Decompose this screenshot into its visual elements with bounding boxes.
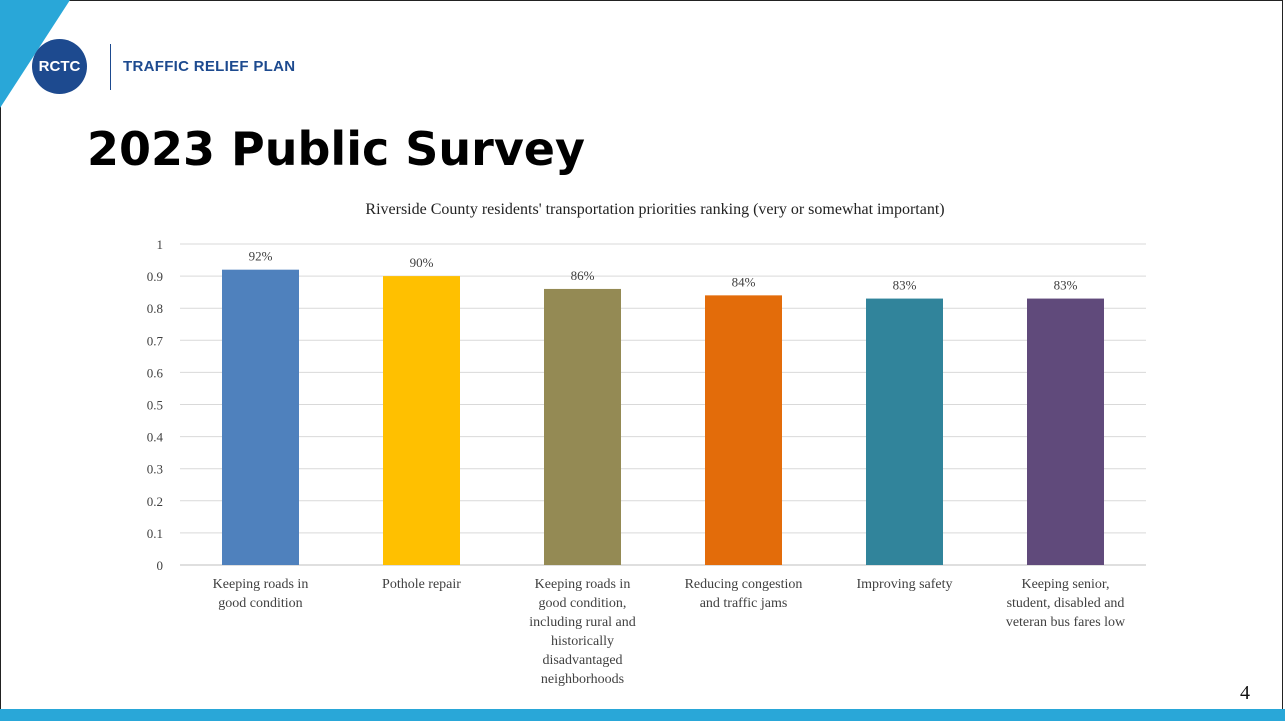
x-tick-label: disadvantaged <box>542 653 622 668</box>
page-number: 4 <box>1240 682 1250 704</box>
data-label: 86% <box>571 268 595 283</box>
x-tick-label: student, disabled and <box>1007 596 1125 611</box>
x-tick-label: Improving safety <box>856 577 952 592</box>
y-tick-label: 0 <box>157 558 164 573</box>
y-tick-label: 0.7 <box>147 333 164 348</box>
bar <box>544 288 621 565</box>
y-tick-label: 0.5 <box>147 398 163 413</box>
y-tick-label: 1 <box>157 237 164 252</box>
data-label: 92% <box>249 249 273 264</box>
y-tick-label: 0.6 <box>147 365 164 380</box>
x-tick-label: historically <box>551 634 614 649</box>
y-tick-label: 0.9 <box>147 269 163 284</box>
data-label: 83% <box>893 278 917 293</box>
bar <box>383 276 460 565</box>
bottom-accent-bar <box>0 709 1285 721</box>
x-tick-label: Keeping roads in <box>535 577 631 592</box>
x-tick-label: veteran bus fares low <box>1006 615 1126 630</box>
data-label: 90% <box>410 255 434 270</box>
y-tick-label: 0.1 <box>147 526 163 541</box>
bar <box>705 295 782 565</box>
bar <box>866 298 943 565</box>
x-tick-label: including rural and <box>529 615 636 630</box>
x-tick-label: good condition <box>218 596 302 611</box>
x-tick-label: and traffic jams <box>700 596 788 611</box>
rctc-logo: RCTC <box>32 39 87 94</box>
y-tick-label: 0.8 <box>147 301 163 316</box>
x-tick-label: good condition, <box>539 596 627 611</box>
y-tick-label: 0.3 <box>147 462 163 477</box>
x-tick-label: neighborhoods <box>541 672 624 687</box>
x-tick-label: Keeping senior, <box>1021 577 1109 592</box>
x-tick-label: Pothole repair <box>382 577 461 592</box>
x-tick-label: Reducing congestion <box>685 577 803 592</box>
y-tick-label: 0.4 <box>147 430 164 445</box>
chart-title: Riverside County residents' transportati… <box>365 201 945 218</box>
bar <box>222 269 299 565</box>
data-label: 83% <box>1054 278 1078 293</box>
logo-text: RCTC <box>38 58 81 75</box>
x-tick-label: Keeping roads in <box>213 577 309 592</box>
y-tick-label: 0.2 <box>147 494 163 509</box>
brand-name: TRAFFIC RELIEF PLAN <box>123 58 296 75</box>
slide-title: 2023 Public Survey <box>87 122 585 176</box>
data-label: 84% <box>732 274 756 289</box>
logo-divider <box>110 44 111 90</box>
bar <box>1027 298 1104 565</box>
